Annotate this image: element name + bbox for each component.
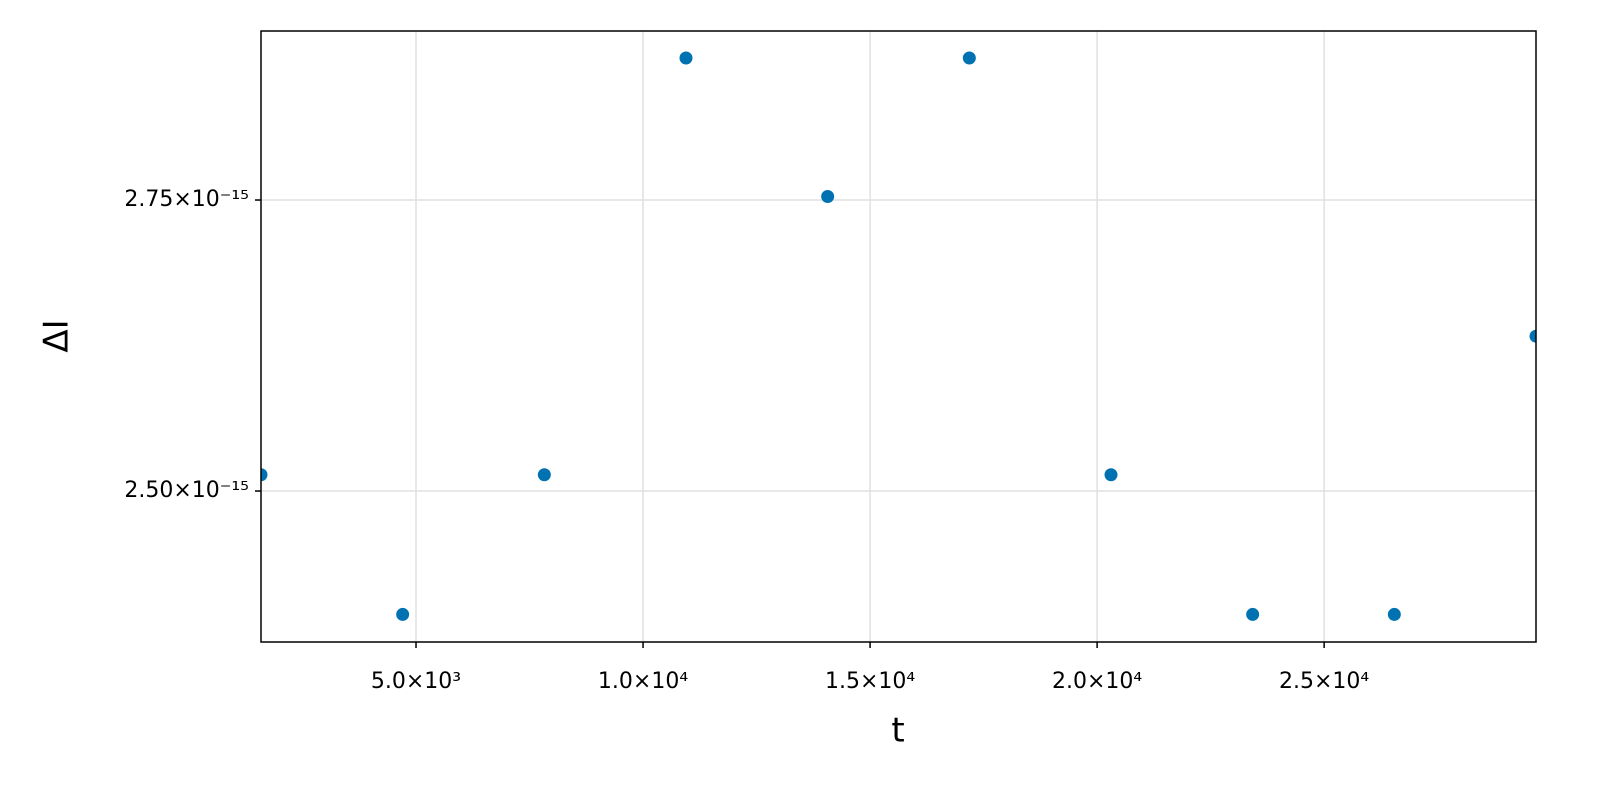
point [1246, 607, 1260, 621]
point [962, 51, 976, 65]
point [1104, 468, 1118, 482]
y-tick-label: 2.50×10⁻¹⁵ [124, 478, 249, 503]
point [261, 468, 268, 482]
point [1529, 329, 1536, 343]
ticks: 5.0×10³ 1.0×10⁴ 1.5×10⁴ 2.0×10⁴ 2.5×10⁴ 2.50×… [124, 187, 1369, 694]
plot-frame [260, 30, 1537, 643]
point [396, 607, 410, 621]
y-tick-label: 2.75×10⁻¹⁵ [124, 187, 249, 212]
x-axis-label: t [891, 711, 904, 751]
point [537, 468, 551, 482]
grid [261, 31, 1536, 642]
points [261, 51, 1536, 621]
x-tick-label: 1.0×10⁴ [598, 669, 688, 694]
y-axis-label: ΔI [37, 319, 77, 352]
x-tick-label: 5.0×10³ [371, 669, 461, 694]
x-tick-label: 2.5×10⁴ [1279, 669, 1369, 694]
x-tick-label: 2.0×10⁴ [1052, 669, 1142, 694]
point [821, 190, 835, 204]
point [679, 51, 693, 65]
point [1387, 607, 1401, 621]
x-tick-label: 1.5×10⁴ [825, 669, 915, 694]
